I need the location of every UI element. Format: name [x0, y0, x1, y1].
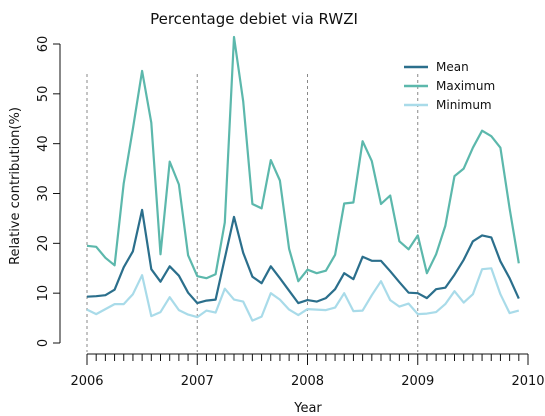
y-tick-label: 60 — [36, 36, 51, 53]
plot-area — [86, 35, 520, 322]
y-axis-label: Relative contribution(%) — [8, 107, 23, 265]
y-tick-label: 20 — [36, 235, 51, 252]
legend-label-maximum: Maximum — [436, 79, 495, 93]
legend: Mean Maximum Minimum — [404, 60, 495, 112]
chart-title: Percentage debiet via RWZI — [150, 10, 358, 28]
series-line-mean — [86, 208, 520, 305]
y-axis: 0 10 20 30 40 50 60 — [36, 36, 61, 347]
y-tick-label: 50 — [36, 86, 51, 103]
y-tick-label: 0 — [36, 339, 51, 347]
legend-label-minimum: Minimum — [436, 98, 492, 112]
x-tick-label: 2006 — [70, 374, 103, 389]
x-tick-label: 2008 — [291, 374, 324, 389]
x-axis-label: Year — [293, 401, 322, 416]
grid — [86, 74, 419, 352]
x-tick-label: 2010 — [511, 374, 544, 389]
x-axis: 2006 2007 2008 2009 2010 — [70, 353, 545, 389]
x-tick-label: 2007 — [181, 374, 214, 389]
series-line-minimum — [86, 267, 520, 322]
y-tick-label: 30 — [36, 185, 51, 202]
legend-label-mean: Mean — [436, 60, 469, 74]
x-tick-label: 2009 — [401, 374, 434, 389]
y-tick-label: 40 — [36, 135, 51, 152]
series-line-maximum — [86, 35, 520, 283]
y-tick-label: 10 — [36, 285, 51, 302]
